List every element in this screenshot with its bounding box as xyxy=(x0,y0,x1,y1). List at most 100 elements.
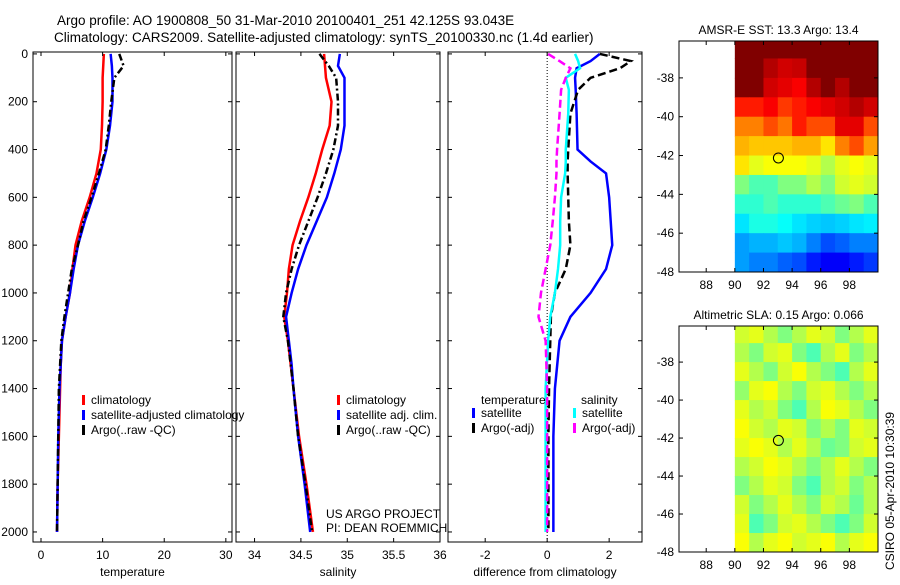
heatmap-cell xyxy=(806,97,822,118)
heatmap-cell xyxy=(763,362,779,382)
heatmap-cell xyxy=(835,77,850,98)
heatmap-cell xyxy=(734,136,750,157)
heatmap-cell xyxy=(734,514,750,534)
heatmap-cell xyxy=(806,362,822,382)
x-tick-label: 34 xyxy=(248,548,262,562)
plot-area-temperature xyxy=(55,53,125,532)
heatmap-cell xyxy=(777,514,793,534)
heatmap-cell xyxy=(863,41,878,59)
heatmap-cell xyxy=(777,533,793,552)
legend-header: salinity xyxy=(581,393,618,407)
heatmap-cell xyxy=(777,495,793,515)
heatmap-cell xyxy=(734,116,750,137)
heatmap-cell xyxy=(749,326,764,344)
heatmap-cell xyxy=(763,213,779,234)
heatmap-cell xyxy=(863,77,878,98)
heatmap-cell xyxy=(749,400,764,420)
heatmap-cell xyxy=(806,438,822,458)
heatmap-cell xyxy=(863,194,878,215)
heatmap-cell xyxy=(777,438,793,458)
y-tick-label: 1000 xyxy=(1,286,28,300)
heatmap-cell xyxy=(835,213,850,234)
heatmap-cell xyxy=(806,194,822,215)
x-tick-label: 0 xyxy=(544,548,551,562)
heatmap-cell xyxy=(749,362,764,382)
heatmap-cell xyxy=(763,533,779,552)
legend-label: Argo(..raw -QC) xyxy=(346,423,431,437)
project-line2: PI: DEAN ROEMMICH xyxy=(326,521,447,535)
plot-area-sla xyxy=(734,326,878,552)
heatmap-cell xyxy=(820,97,836,118)
heatmap-cell xyxy=(792,41,807,59)
heatmap-cell xyxy=(835,326,850,344)
heatmap-cell xyxy=(863,136,878,157)
heatmap-cell xyxy=(777,41,793,59)
figure-title-line2: Climatology: CARS2009. Satellite-adjuste… xyxy=(54,30,594,45)
heatmap-cell xyxy=(777,476,793,496)
heatmap-cell xyxy=(806,476,822,496)
heatmap-cell xyxy=(777,326,793,344)
x-tick-label: 94 xyxy=(785,558,799,572)
heatmap-cell xyxy=(749,514,764,534)
heatmap-cell xyxy=(820,495,836,515)
heatmap-cell xyxy=(749,381,764,401)
legend-label: satellite adj. clim. xyxy=(346,408,437,422)
legend-label: climatology xyxy=(91,393,151,407)
heatmap-cell xyxy=(849,174,865,195)
heatmap-cell xyxy=(835,174,850,195)
heatmap-cell xyxy=(849,41,865,59)
heatmap-cell xyxy=(863,213,878,234)
heatmap-cell xyxy=(849,77,865,98)
heatmap-cell xyxy=(806,136,822,157)
heatmap-cell xyxy=(806,77,822,98)
y-tick-label: 1800 xyxy=(1,477,28,491)
heatmap-cell xyxy=(792,476,807,496)
heatmap-cell xyxy=(763,514,779,534)
heatmap-cell xyxy=(777,343,793,363)
heatmap-cell xyxy=(749,174,764,195)
heatmap-cell xyxy=(763,41,779,59)
heatmap-cell xyxy=(820,400,836,420)
heatmap-cell xyxy=(835,476,850,496)
heatmap-cell xyxy=(734,533,750,552)
heatmap-cell xyxy=(792,213,807,234)
heatmap-cell xyxy=(820,58,836,79)
heatmap-cell xyxy=(749,41,764,59)
heatmap-cell xyxy=(763,194,779,215)
heatmap-cell xyxy=(792,381,807,401)
heatmap-cell xyxy=(734,495,750,515)
panel-sla: Altimetric SLA: 0.15 Argo: 0.066 88 90 92 94… xyxy=(657,308,879,572)
x-tick-label: 92 xyxy=(757,278,771,292)
x-axis-label-difference: difference from climatology xyxy=(473,565,616,579)
legend-swatch xyxy=(337,395,340,405)
legend-label: satellite-adjusted climatology xyxy=(91,408,244,422)
y-tick-label: -38 xyxy=(657,355,675,369)
heatmap-cell xyxy=(806,116,822,137)
heatmap-cell xyxy=(792,174,807,195)
x-tick-label: 10 xyxy=(96,548,110,562)
legend-label: climatology xyxy=(346,393,406,407)
heatmap-cell xyxy=(849,343,865,363)
heatmap-cell xyxy=(806,495,822,515)
legend-swatch xyxy=(573,408,576,418)
heatmap-cell xyxy=(792,514,807,534)
heatmap-cell xyxy=(792,495,807,515)
heatmap-cell xyxy=(792,343,807,363)
heatmap-cell xyxy=(849,495,865,515)
series-line xyxy=(544,53,582,532)
heatmap-cell xyxy=(749,252,764,272)
y-tick-label: -40 xyxy=(657,393,675,407)
y-tick-label: -42 xyxy=(657,149,675,163)
heatmap-cell xyxy=(777,233,793,254)
heatmap-cell xyxy=(849,438,865,458)
y-tick-label: 1200 xyxy=(1,334,28,348)
series-line xyxy=(547,52,634,532)
panel-sst: AMSR-E SST: 13.3 Argo: 13.4 88 90 92 94 96 98 -… xyxy=(657,23,879,292)
y-tick-label: 400 xyxy=(8,143,28,157)
heatmap-cell xyxy=(749,457,764,477)
heatmap-cell xyxy=(820,438,836,458)
heatmap-cell xyxy=(734,233,750,254)
heatmap-cell xyxy=(863,438,878,458)
y-tick-label: -42 xyxy=(657,431,675,445)
